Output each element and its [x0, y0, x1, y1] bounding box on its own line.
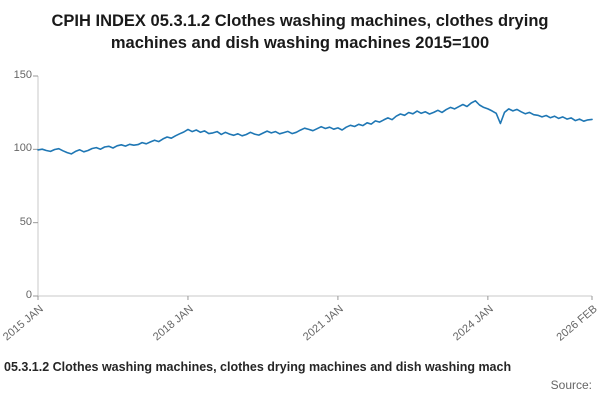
y-axis-tick-label: 100 — [13, 142, 32, 154]
source-label: Source: — [550, 378, 592, 392]
y-axis-tick-label: 50 — [19, 216, 32, 228]
x-axis-tick-label: 2021 JAN — [300, 303, 346, 344]
chart-area: 150 100 50 0 2015 JAN 2018 JAN 2021 JAN … — [0, 56, 600, 356]
x-axis-tick-label: 2015 JAN — [0, 303, 46, 344]
line-chart — [33, 75, 593, 300]
x-axis-tick-label: 2018 JAN — [150, 303, 196, 344]
x-axis-tick-label: 2026 FEB — [554, 303, 600, 344]
y-axis-tick-label: 150 — [13, 69, 32, 81]
series-line — [37, 99, 593, 155]
chart-title: CPIH INDEX 05.3.1.2 Clothes washing mach… — [51, 12, 549, 53]
x-axis-tick-label: 2024 JAN — [450, 303, 496, 344]
y-axis-tick-label: 0 — [25, 289, 32, 301]
chart-footnote: 05.3.1.2 Clothes washing machines, cloth… — [4, 360, 512, 374]
